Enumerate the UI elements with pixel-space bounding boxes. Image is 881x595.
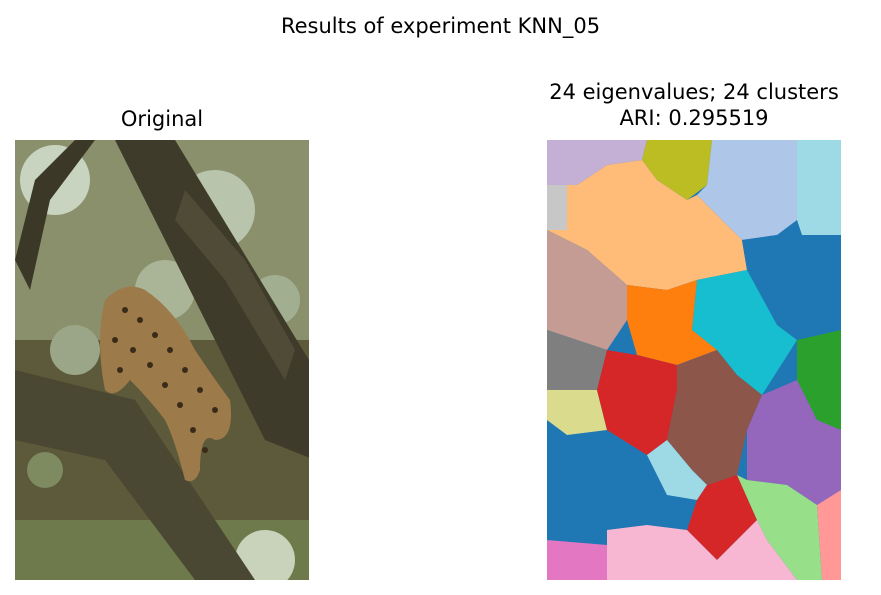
cluster-map xyxy=(547,140,841,580)
tree-trunk xyxy=(115,140,309,458)
cluster-segment xyxy=(607,520,797,580)
leopard-spots xyxy=(112,307,218,453)
cluster-segment xyxy=(547,185,567,230)
segmentation-panel-title: 24 eigenvalues; 24 clusters ARI: 0.29551… xyxy=(494,79,881,131)
cluster-segment xyxy=(697,140,797,240)
original-image xyxy=(15,140,309,580)
tree-branch xyxy=(15,370,255,580)
cluster-segment xyxy=(817,490,841,580)
cluster-segment xyxy=(742,235,841,340)
cluster-segment xyxy=(547,140,647,185)
tree-branch xyxy=(15,140,95,290)
cluster-segment xyxy=(687,475,757,560)
segmentation-title-line-1: 24 eigenvalues; 24 clusters xyxy=(549,80,839,104)
cluster-segment xyxy=(627,280,717,365)
leopard-photo xyxy=(15,140,309,580)
cluster-segment xyxy=(647,440,707,500)
figure-title: Results of experiment KNN_05 xyxy=(280,14,601,38)
cluster-segment xyxy=(547,540,607,580)
foliage-patch xyxy=(27,452,63,488)
cluster-segment xyxy=(547,230,627,350)
cluster-segment xyxy=(642,140,712,200)
cluster-segment xyxy=(747,380,841,505)
cluster-segment xyxy=(797,140,841,235)
cluster-segment xyxy=(547,390,607,435)
cluster-segment xyxy=(547,160,747,290)
cluster-segment xyxy=(547,330,607,390)
cluster-segment xyxy=(692,270,797,395)
cluster-segment xyxy=(597,350,677,455)
segmentation-title-line-2: ARI: 0.295519 xyxy=(619,106,769,130)
tree-branch xyxy=(175,190,295,380)
sky-patch xyxy=(235,530,295,580)
original-panel-title: Original xyxy=(120,107,204,131)
sky-patch xyxy=(50,325,100,375)
cluster-segment xyxy=(737,475,822,580)
segmentation-image xyxy=(547,140,841,580)
cluster-segment xyxy=(797,330,841,430)
cluster-segment xyxy=(667,350,762,485)
